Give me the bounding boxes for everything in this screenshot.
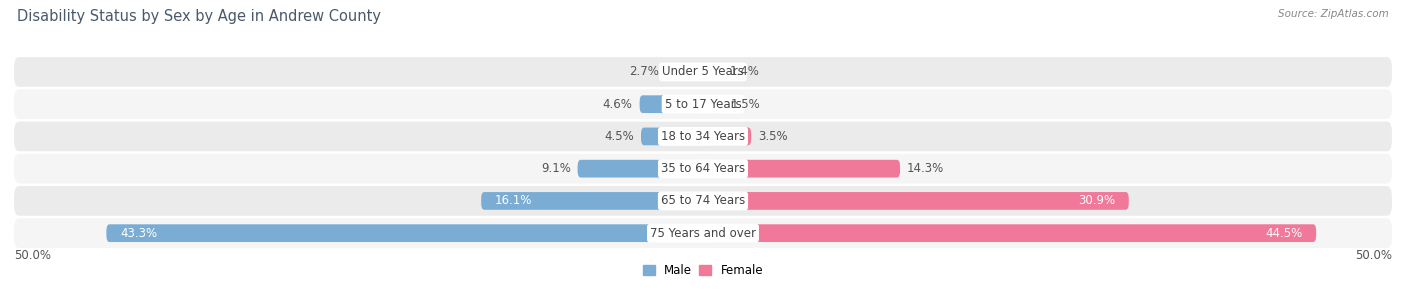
Text: Under 5 Years: Under 5 Years [662,65,744,78]
FancyBboxPatch shape [703,63,723,81]
FancyBboxPatch shape [578,160,703,178]
FancyBboxPatch shape [703,224,1316,242]
Text: 4.5%: 4.5% [605,130,634,143]
Text: 1.4%: 1.4% [730,65,759,78]
Text: 44.5%: 44.5% [1265,227,1302,240]
Text: 65 to 74 Years: 65 to 74 Years [661,195,745,207]
Text: 4.6%: 4.6% [603,98,633,111]
FancyBboxPatch shape [703,160,900,178]
FancyBboxPatch shape [481,192,703,210]
FancyBboxPatch shape [14,218,1392,248]
Text: 1.5%: 1.5% [731,98,761,111]
Text: 75 Years and over: 75 Years and over [650,227,756,240]
FancyBboxPatch shape [14,57,1392,87]
Text: 43.3%: 43.3% [120,227,157,240]
FancyBboxPatch shape [703,128,751,145]
FancyBboxPatch shape [703,95,724,113]
Text: 18 to 34 Years: 18 to 34 Years [661,130,745,143]
FancyBboxPatch shape [703,192,1129,210]
Text: 50.0%: 50.0% [1355,249,1392,262]
FancyBboxPatch shape [14,122,1392,151]
Text: 16.1%: 16.1% [495,195,533,207]
FancyBboxPatch shape [14,89,1392,119]
Text: 50.0%: 50.0% [14,249,51,262]
Text: 35 to 64 Years: 35 to 64 Years [661,162,745,175]
Text: Disability Status by Sex by Age in Andrew County: Disability Status by Sex by Age in Andre… [17,9,381,24]
Text: 2.7%: 2.7% [628,65,659,78]
FancyBboxPatch shape [666,63,703,81]
Text: 5 to 17 Years: 5 to 17 Years [665,98,741,111]
Text: 30.9%: 30.9% [1078,195,1115,207]
FancyBboxPatch shape [107,224,703,242]
Text: 9.1%: 9.1% [541,162,571,175]
FancyBboxPatch shape [640,95,703,113]
FancyBboxPatch shape [14,186,1392,216]
Text: Source: ZipAtlas.com: Source: ZipAtlas.com [1278,9,1389,19]
Text: 3.5%: 3.5% [758,130,787,143]
FancyBboxPatch shape [14,154,1392,184]
Legend: Male, Female: Male, Female [638,259,768,282]
FancyBboxPatch shape [641,128,703,145]
Text: 14.3%: 14.3% [907,162,945,175]
